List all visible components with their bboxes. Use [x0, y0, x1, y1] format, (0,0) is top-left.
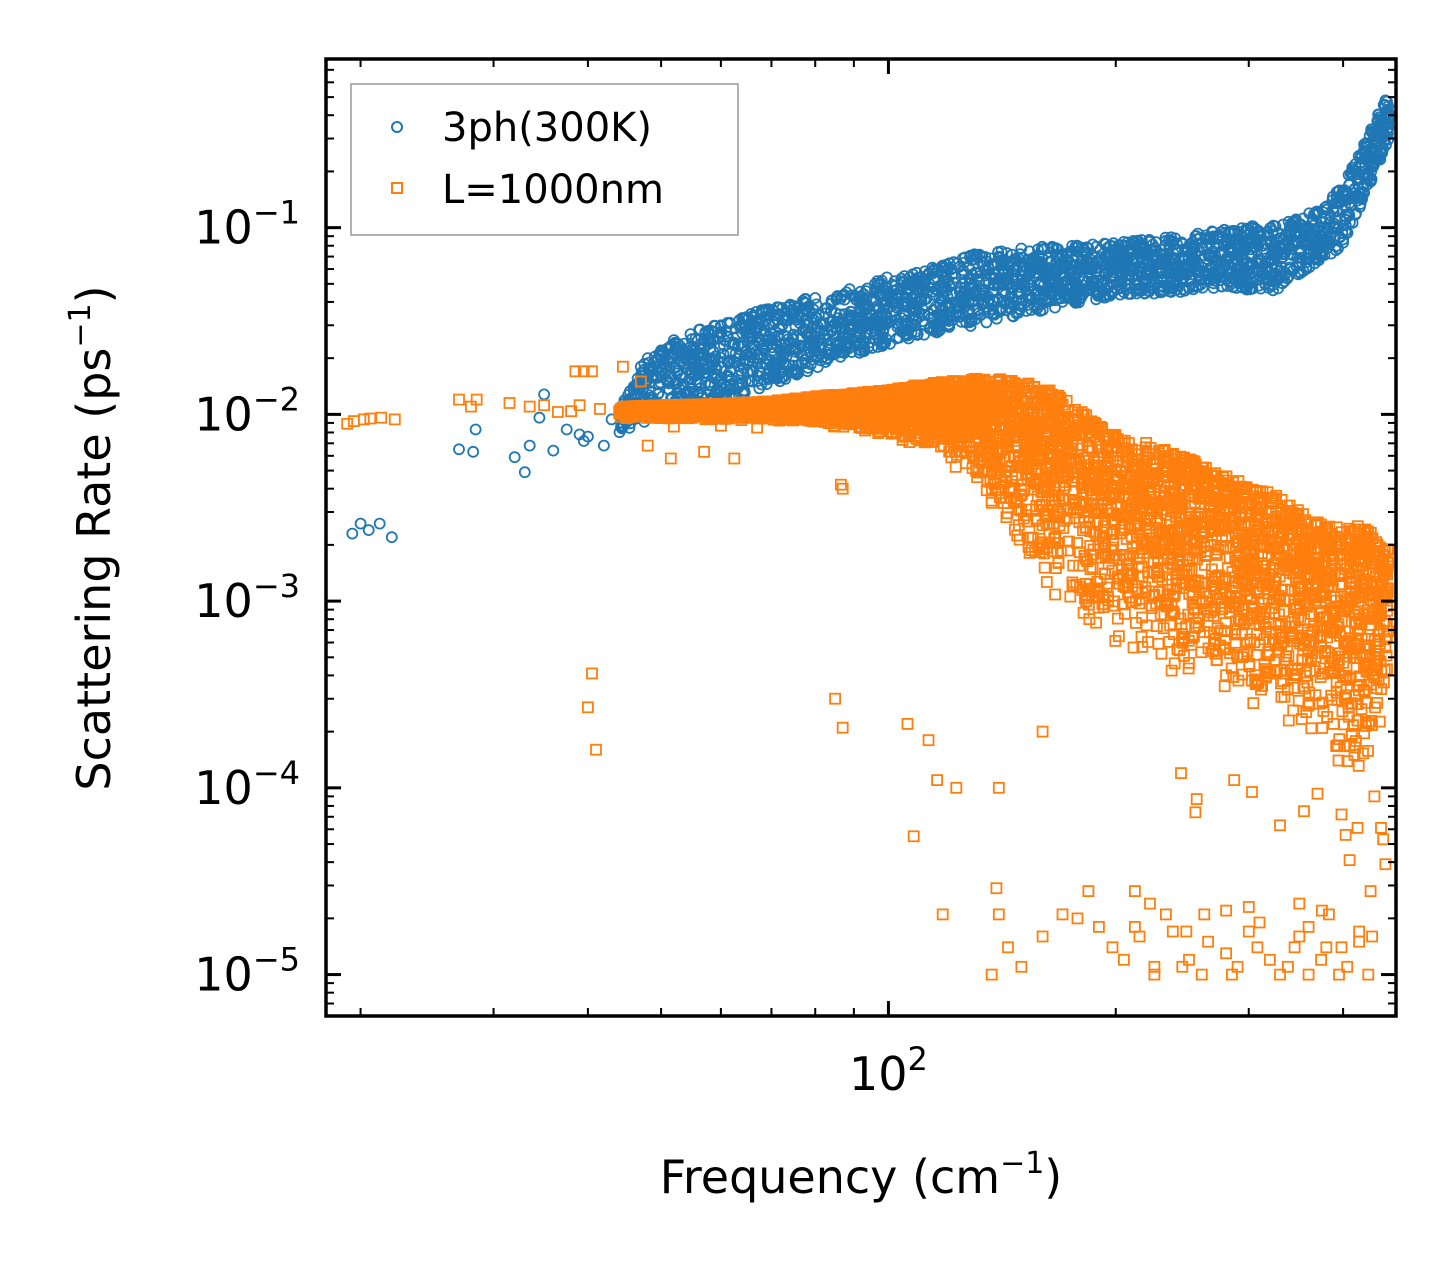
- cloud-point: [927, 303, 940, 316]
- data-layer: [341, 94, 1395, 981]
- cloud-point: [715, 372, 727, 385]
- cloud-point: [653, 386, 665, 399]
- cloud-point: [685, 333, 698, 346]
- cloud-point: [1307, 252, 1320, 265]
- cloud-point: [1253, 279, 1265, 292]
- cloud-point: [1157, 273, 1170, 286]
- cloud-point: [708, 319, 721, 332]
- cloud-point: [1223, 246, 1236, 259]
- cloud-point: [933, 291, 946, 304]
- series-0: [346, 94, 1395, 544]
- cloud-point: [674, 340, 687, 353]
